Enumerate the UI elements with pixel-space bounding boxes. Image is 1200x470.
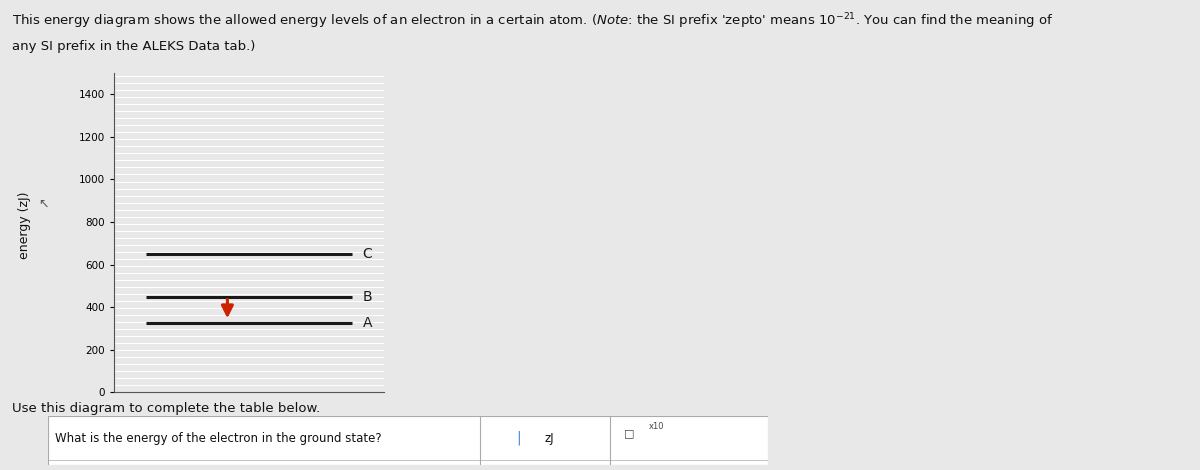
Text: x10: x10 <box>649 422 665 431</box>
Text: What is the energy of the electron in the ground state?: What is the energy of the electron in th… <box>55 431 382 445</box>
Text: B: B <box>362 290 372 304</box>
Text: C: C <box>362 247 372 261</box>
Text: ↖: ↖ <box>38 198 49 211</box>
Text: Use this diagram to complete the table below.: Use this diagram to complete the table b… <box>12 402 320 415</box>
Text: |: | <box>516 431 521 446</box>
Text: A: A <box>362 316 372 330</box>
Text: any SI prefix in the ALEKS Data tab.): any SI prefix in the ALEKS Data tab.) <box>12 40 256 53</box>
Text: □: □ <box>624 428 635 438</box>
Text: This energy diagram shows the allowed energy levels of an electron in a certain : This energy diagram shows the allowed en… <box>12 12 1054 31</box>
Text: energy (zJ): energy (zJ) <box>18 192 31 259</box>
Text: zJ: zJ <box>545 431 554 445</box>
